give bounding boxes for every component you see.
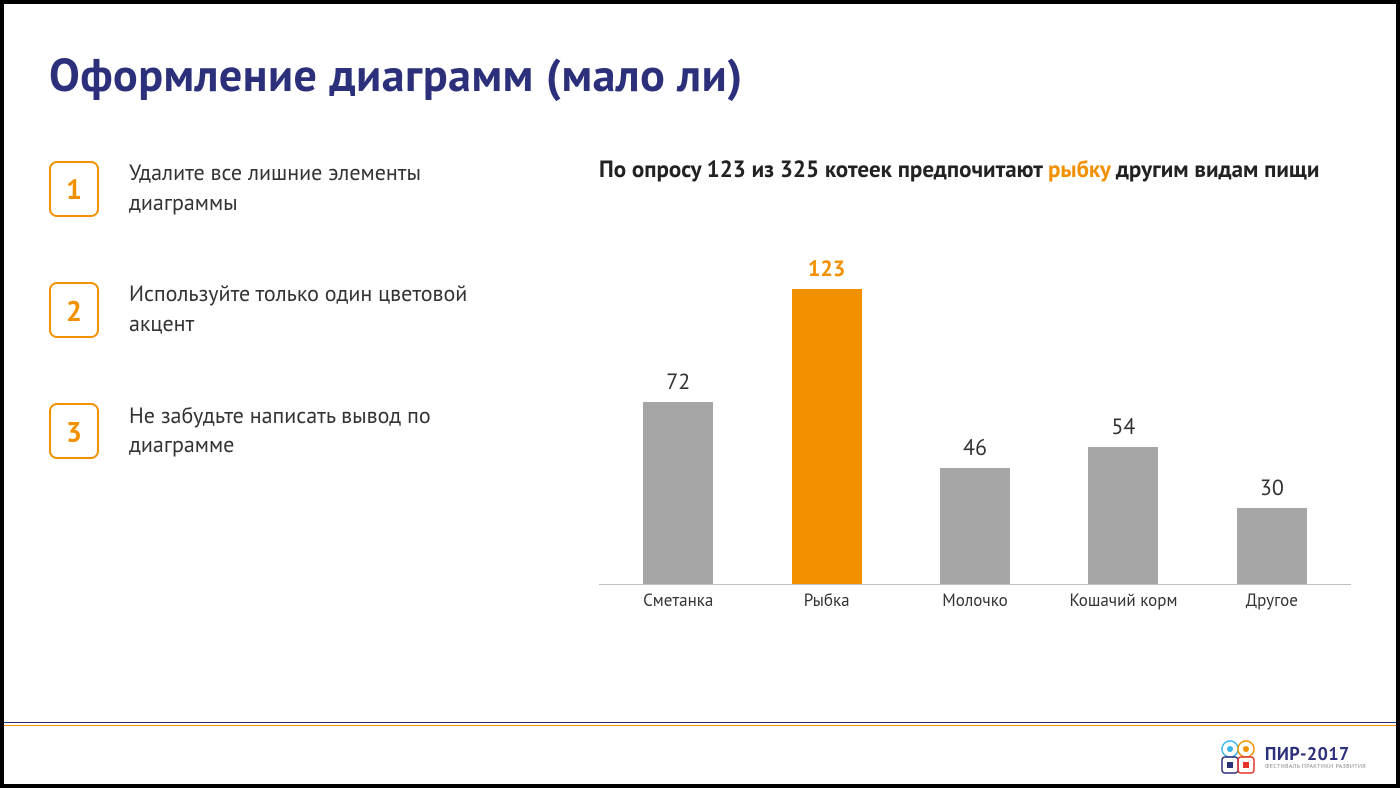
footer-divider [4,722,1396,724]
bar-wrap: 46 [901,255,1049,584]
logo-icon [1219,738,1257,776]
x-axis-label: Молочко [901,589,1049,615]
bar-wrap: 54 [1049,255,1197,584]
chart-column: По опросу 123 из 325 котеек предпочитают… [599,149,1351,615]
bars-area: 72 123 46 54 30 [599,255,1351,585]
bar-wrap: 123 [752,255,900,584]
bar-value-label: 54 [1111,413,1135,441]
bar [940,468,1010,584]
chart-title: По опросу 123 из 325 котеек предпочитают… [599,154,1351,185]
tip-number: 3 [49,403,99,459]
tip-number: 1 [49,161,99,217]
tip-text: Используйте только один цветовой акцент [129,280,529,339]
x-axis-label: Рыбка [752,589,900,615]
chart-title-post: другим видам пищи [1110,155,1319,184]
bar-chart: 72 123 46 54 30 СметанкаРыбкаМолочкоКошачий … [599,225,1351,615]
footer-line-top [4,722,1396,723]
tip-text: Не забудьте написать вывод по диаграмме [129,402,529,461]
tips-column: 1 Удалите все лишние элементы диаграммы … [49,149,529,615]
x-axis: СметанкаРыбкаМолочкоКошачий кормДругое [599,589,1351,615]
chart-title-pre: По опросу 123 из 325 котеек предпочитают [599,155,1048,184]
tip-item: 1 Удалите все лишние элементы диаграммы [49,159,529,218]
tip-number: 2 [49,282,99,338]
bar [643,402,713,584]
bar-value-label: 30 [1260,474,1284,502]
x-axis-label: Другое [1198,589,1346,615]
bar-wrap: 72 [604,255,752,584]
bar-value-label: 123 [808,255,845,283]
logo-main: ПИР-2017 [1265,745,1366,763]
x-axis-label: Сметанка [604,589,752,615]
logo-sub: ФЕСТИВАЛЬ ПРАКТИКИ РАЗВИТИЯ [1265,763,1366,769]
tip-item: 2 Используйте только один цветовой акцен… [49,280,529,339]
tip-text: Удалите все лишние элементы диаграммы [129,159,529,218]
page-title: Оформление диаграмм (мало ли) [49,44,1351,104]
bar [1237,508,1307,584]
bar-value-label: 72 [666,368,690,396]
logo: ПИР-2017 ФЕСТИВАЛЬ ПРАКТИКИ РАЗВИТИЯ [1219,738,1366,776]
x-axis-label: Кошачий корм [1049,589,1197,615]
bar-wrap: 30 [1198,255,1346,584]
bar-value-label: 46 [963,434,987,462]
chart-title-accent: рыбку [1048,155,1110,184]
logo-text: ПИР-2017 ФЕСТИВАЛЬ ПРАКТИКИ РАЗВИТИЯ [1265,745,1366,769]
content-row: 1 Удалите все лишние элементы диаграммы … [49,149,1351,615]
bar [792,289,862,584]
slide: Оформление диаграмм (мало ли) 1 Удалите … [4,4,1396,784]
footer-line-bottom [4,725,1396,726]
bar [1088,447,1158,584]
tip-item: 3 Не забудьте написать вывод по диаграмм… [49,402,529,461]
